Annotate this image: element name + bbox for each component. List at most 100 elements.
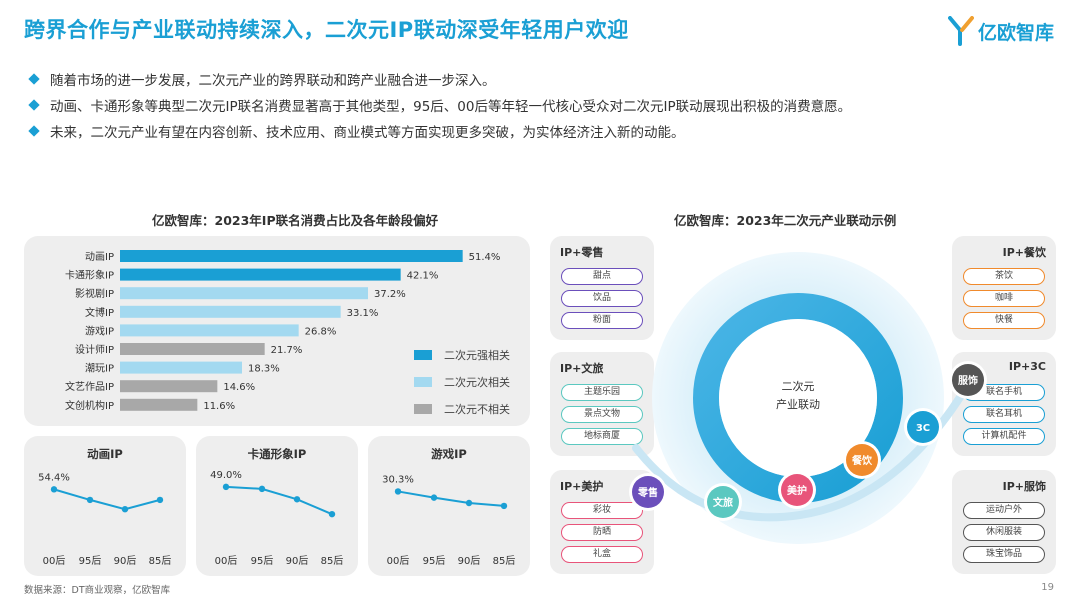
bar-category-label: 文博IP (85, 306, 114, 319)
page-title: 跨界合作与产业联动持续深入，二次元IP联动深受年轻用户欢迎 (24, 18, 629, 42)
bar-value-label: 37.2% (374, 289, 406, 300)
bullet-item: 随着市场的进一步发展，二次元产业的跨界联动和跨产业融合进一步深入。 (28, 66, 851, 92)
bar (120, 268, 401, 281)
line-chart-game: 30.3% 00后 95后 90后 85后 (382, 474, 516, 567)
legend-item-secondary: 二次元次相关 (414, 368, 510, 395)
category-item: 联名耳机 (963, 406, 1045, 423)
series-line (225, 485, 333, 516)
data-label: 54.4% (38, 472, 70, 483)
category-item: 彩妆 (561, 502, 643, 519)
x-tick-label: 90后 (286, 555, 309, 567)
data-point (222, 483, 230, 491)
bar-category-label: 游戏IP (85, 324, 114, 337)
bar-category-label: 卡通形象IP (65, 269, 114, 282)
x-tick-label: 95后 (423, 555, 446, 567)
category-title: IP+零售 (560, 246, 604, 259)
category-item: 防晒 (561, 524, 643, 541)
diamond-icon (28, 125, 40, 137)
bullet-list: 随着市场的进一步发展，二次元产业的跨界联动和跨产业融合进一步深入。 动画、卡通形… (28, 66, 851, 144)
legend-swatch (414, 403, 432, 414)
category-item: 快餐 (963, 312, 1045, 329)
bar (120, 250, 463, 262)
node-circle (846, 444, 878, 476)
data-point (500, 502, 508, 510)
category-title: IP+美护 (560, 480, 604, 493)
category-item: 粉面 (561, 312, 643, 329)
data-label: 49.0% (210, 470, 242, 481)
center-line2: 产业联动 (776, 397, 820, 411)
node-label: 餐饮 (851, 454, 873, 467)
line-panel-cartoon (196, 436, 358, 576)
category-title: IP+3C (1008, 360, 1046, 373)
bar (120, 324, 299, 337)
data-point (121, 506, 129, 513)
x-tick-label: 00后 (215, 555, 238, 567)
node-label: 零售 (637, 486, 658, 499)
bar (120, 287, 368, 300)
category-item: 主题乐园 (561, 384, 643, 401)
data-source: 数据来源：DT商业观察，亿欧智库 (24, 585, 171, 596)
category-item: 休闲服装 (963, 524, 1045, 541)
x-tick-label: 95后 (251, 555, 274, 567)
series-line (53, 488, 161, 511)
node-circle (907, 411, 939, 443)
node-label: 美护 (787, 484, 807, 497)
bar-value-label: 11.6% (203, 401, 235, 412)
bar (120, 361, 242, 374)
line-title-cartoon: 卡通形象IP (247, 447, 307, 461)
data-point (293, 496, 301, 503)
bar-value-label: 26.8% (305, 326, 337, 337)
legend-swatch (414, 376, 432, 387)
category-item: 礼盒 (561, 546, 643, 563)
logo: 亿欧智库 (947, 16, 1054, 46)
node-circle (632, 476, 664, 508)
ring-center (719, 319, 877, 477)
node-label: 文旅 (713, 496, 733, 509)
center-line1: 二次元 (782, 379, 815, 393)
bar-category-label: 文创机构IP (65, 399, 114, 412)
legend-swatch (414, 349, 432, 360)
line-title-game: 游戏IP (431, 447, 467, 461)
node-circle (952, 364, 984, 396)
series-line (397, 490, 505, 507)
data-point (465, 499, 473, 507)
node-label: 服饰 (958, 374, 978, 387)
category-item: 景点文物 (561, 406, 643, 423)
diamond-icon (28, 73, 40, 85)
bar (120, 380, 218, 393)
node-label: 3C (916, 423, 930, 434)
category-item: 运动户外 (963, 502, 1045, 519)
page-number: 19 (1041, 582, 1054, 593)
legend-item-strong: 二次元强相关 (414, 341, 510, 368)
category-item: 咖啡 (963, 290, 1045, 307)
bar-category-label: 动画IP (85, 251, 114, 263)
data-point (430, 494, 438, 501)
x-tick-label: 95后 (79, 555, 102, 567)
data-point (258, 485, 266, 493)
data-point (86, 496, 94, 504)
x-tick-label: 90后 (458, 555, 481, 567)
category-title: IP+餐饮 (1002, 246, 1046, 259)
x-tick-label: 85后 (493, 555, 516, 567)
bar-value-label: 51.4% (469, 252, 501, 263)
bar-category-label: 设计师IP (75, 343, 114, 356)
left-chart-title: 亿欧智库：2023年IP联名消费占比及各年龄段偏好 (152, 213, 439, 228)
bar-value-label: 33.1% (347, 308, 379, 319)
bar-legend: 二次元强相关 二次元次相关 二次元不相关 (414, 341, 510, 422)
data-point (50, 486, 58, 493)
category-item: 珠宝饰品 (963, 546, 1045, 563)
bar (120, 305, 341, 318)
bar (120, 398, 198, 411)
category-title: IP+文旅 (560, 362, 604, 375)
data-label: 30.3% (382, 474, 414, 485)
category-item: 甜点 (561, 268, 643, 285)
bar-category-label: 潮玩IP (85, 362, 114, 375)
line-title-anime: 动画IP (87, 447, 123, 461)
data-point (394, 488, 402, 495)
x-tick-label: 85后 (321, 555, 344, 567)
bar-category-label: 影视剧IP (75, 287, 114, 300)
category-item: 茶饮 (963, 268, 1045, 285)
bullet-item: 未来，二次元产业有望在内容创新、技术应用、商业模式等方面实现更多突破，为实体经济… (28, 118, 851, 144)
x-tick-label: 90后 (114, 555, 137, 567)
